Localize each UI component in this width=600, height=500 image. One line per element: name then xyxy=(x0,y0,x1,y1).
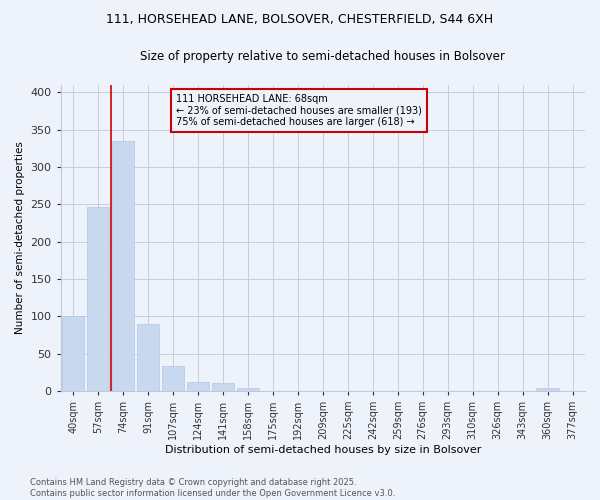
Bar xyxy=(187,382,209,391)
Bar xyxy=(237,388,259,391)
Text: 111, HORSEHEAD LANE, BOLSOVER, CHESTERFIELD, S44 6XH: 111, HORSEHEAD LANE, BOLSOVER, CHESTERFI… xyxy=(106,12,494,26)
Bar xyxy=(87,206,109,391)
Bar xyxy=(536,388,559,391)
Bar xyxy=(212,382,234,391)
Text: 111 HORSEHEAD LANE: 68sqm
← 23% of semi-detached houses are smaller (193)
75% of: 111 HORSEHEAD LANE: 68sqm ← 23% of semi-… xyxy=(176,94,422,128)
Bar xyxy=(62,316,85,391)
Text: Contains HM Land Registry data © Crown copyright and database right 2025.
Contai: Contains HM Land Registry data © Crown c… xyxy=(30,478,395,498)
Bar xyxy=(162,366,184,391)
X-axis label: Distribution of semi-detached houses by size in Bolsover: Distribution of semi-detached houses by … xyxy=(164,445,481,455)
Y-axis label: Number of semi-detached properties: Number of semi-detached properties xyxy=(15,142,25,334)
Bar xyxy=(137,324,160,391)
Bar xyxy=(112,141,134,391)
Title: Size of property relative to semi-detached houses in Bolsover: Size of property relative to semi-detach… xyxy=(140,50,505,63)
